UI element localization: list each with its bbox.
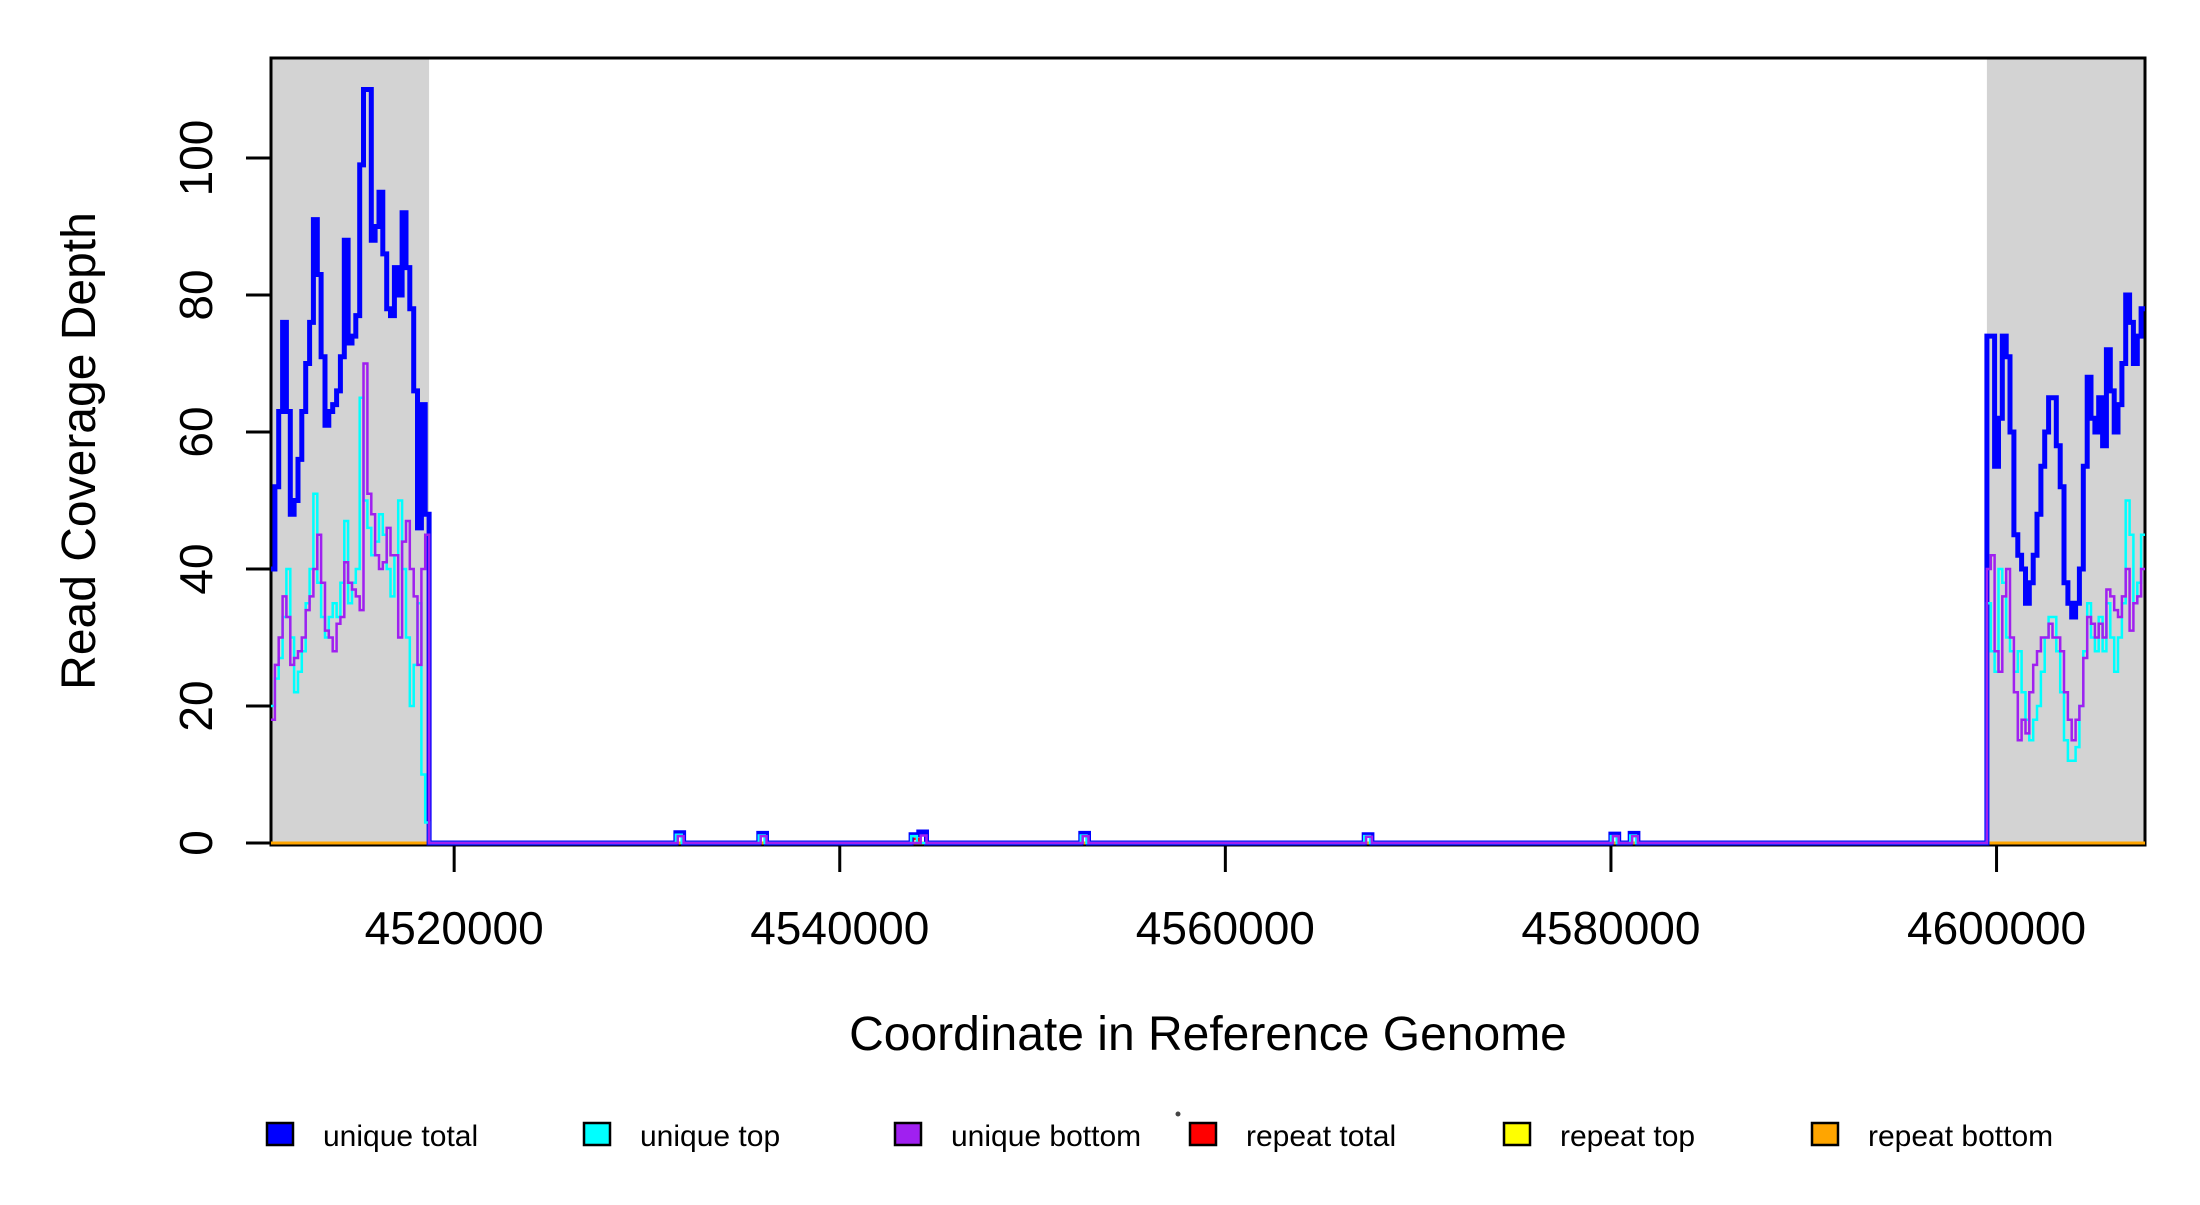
y-tick-label: 60 [170,406,222,457]
legend-swatch-repeat-bottom [1810,1121,1840,1147]
y-tick-label: 100 [170,120,222,197]
y-tick-label: 0 [170,830,222,856]
masked-region-right [1986,59,2145,844]
y-tick-label: 40 [170,543,222,594]
x-tick-label: 4540000 [750,902,929,954]
masked-region-left [271,59,430,844]
x-tick-label: 4560000 [1136,902,1315,954]
series-layer [271,87,2145,846]
legend-label-unique-bottom: unique bottom [951,1120,1141,1153]
legend-swatch-unique-top [582,1121,612,1147]
x-tick-label: 4600000 [1907,902,2086,954]
legend-swatch-unique-bottom [893,1121,923,1147]
x-tick-label: 4520000 [365,902,544,954]
legend-swatch-unique-total [265,1121,295,1147]
y-axis-ticks: 0 20 40 60 80 100 [170,120,271,856]
x-tick-label: 4580000 [1521,902,1700,954]
y-tick-label: 20 [170,680,222,731]
legend-label-unique-top: unique top [640,1120,780,1153]
y-tick-label: 80 [170,269,222,320]
legend-label-repeat-bottom: repeat bottom [1868,1120,2053,1153]
legend-label-unique-total: unique total [323,1120,478,1153]
legend-swatch-repeat-total [1188,1121,1218,1147]
legend: unique total unique top unique bottom repea… [265,1120,2053,1153]
x-axis-title: Coordinate in Reference Genome [849,1008,1567,1061]
legend-label-repeat-total: repeat total [1246,1120,1396,1153]
y-axis-title: Read Coverage Depth [53,212,106,690]
stray-mark [1175,1111,1181,1117]
series-unique-bottom [271,362,2145,845]
legend-label-repeat-top: repeat top [1560,1120,1695,1153]
legend-swatch-repeat-top [1502,1121,1532,1147]
x-axis-ticks: 4520000 4540000 4560000 4580000 4600000 [365,845,2086,954]
